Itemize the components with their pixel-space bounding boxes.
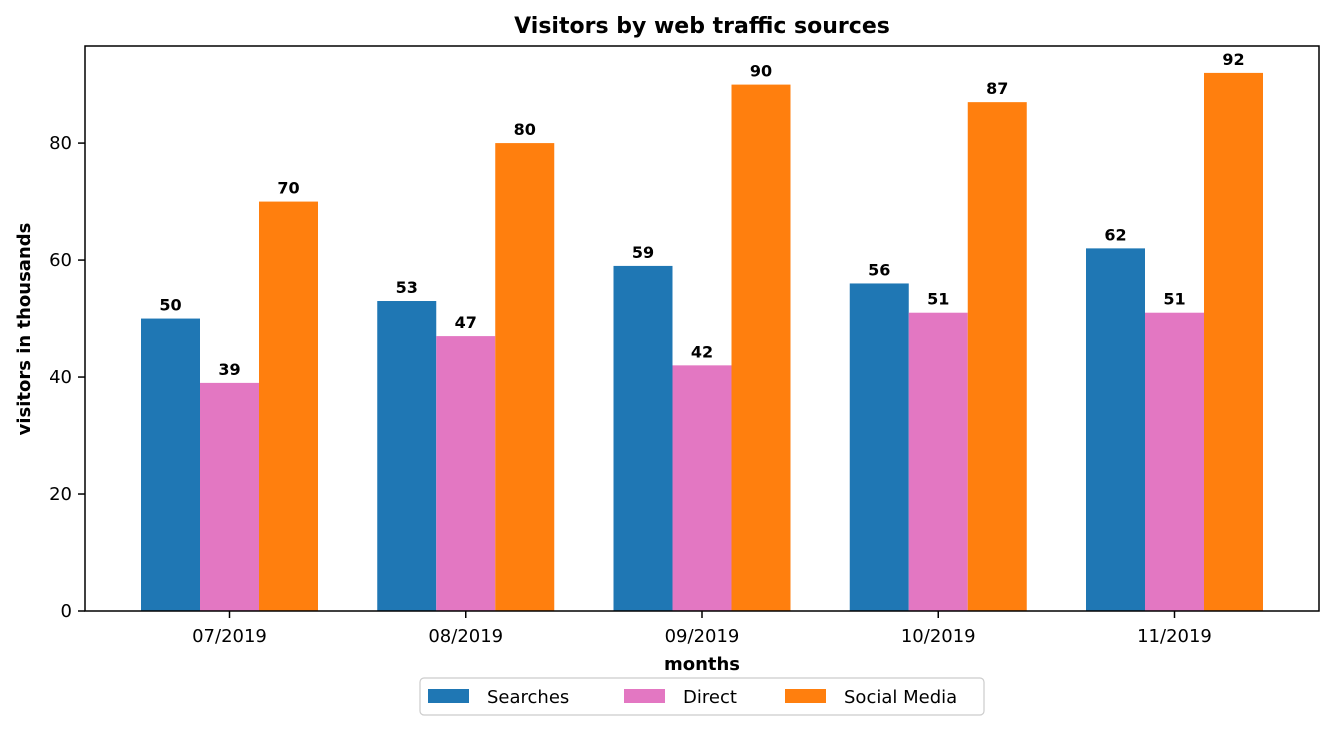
bar-searches-0	[141, 318, 200, 611]
legend-swatch-direct	[624, 689, 665, 703]
bar-social-media-0	[259, 201, 318, 611]
legend-swatch-searches	[428, 689, 469, 703]
plot-area: 50 53 59 56 62 39 47 42 51 51 70 80 90 87 92 0 20 40 60 80 0…	[49, 45, 1320, 647]
y-axis-label: visitors in thousands	[14, 223, 35, 436]
data-label: 80	[514, 120, 536, 139]
bar-searches-2	[613, 265, 673, 611]
x-tick-label: 08/2019	[428, 626, 503, 647]
chart-title: Visitors by web traffic sources	[514, 14, 890, 39]
legend-swatch-social-media	[785, 689, 826, 703]
data-label: 90	[750, 62, 772, 81]
data-label: 59	[632, 243, 654, 262]
legend-box	[419, 677, 985, 716]
data-label: 51	[1163, 290, 1185, 309]
bar-social-media-4	[1204, 72, 1263, 611]
bar-direct-3	[908, 312, 968, 611]
data-label: 92	[1222, 50, 1244, 69]
bar-direct-2	[672, 365, 732, 611]
bar-direct-0	[200, 382, 259, 611]
data-label: 70	[277, 179, 299, 198]
legend-label: Searches	[487, 687, 569, 708]
data-label: 53	[396, 278, 418, 297]
bar-social-media-3	[967, 102, 1027, 611]
data-label: 39	[218, 360, 240, 379]
x-tick-label: 07/2019	[192, 626, 267, 647]
x-tick-label: 09/2019	[665, 626, 740, 647]
data-label: 56	[868, 260, 890, 279]
legend-label: Social Media	[844, 687, 957, 708]
data-label: 42	[691, 342, 713, 361]
bar-searches-3	[849, 283, 909, 611]
data-label: 50	[159, 296, 181, 315]
y-tick-label: 20	[49, 484, 72, 505]
y-tick-label: 60	[49, 250, 72, 271]
x-tick-label: 10/2019	[901, 626, 976, 647]
bar-searches-4	[1086, 248, 1145, 611]
y-tick-label: 0	[61, 601, 72, 622]
data-label: 51	[927, 290, 949, 309]
x-axis-label: months	[664, 654, 740, 675]
x-tick-label: 11/2019	[1137, 626, 1212, 647]
bar-social-media-2	[731, 84, 791, 612]
data-label: 62	[1104, 225, 1126, 244]
legend-label: Direct	[683, 687, 737, 708]
bar-direct-4	[1145, 312, 1204, 611]
y-tick-label: 80	[49, 133, 72, 154]
bar-social-media-1	[495, 143, 555, 611]
data-label: 87	[986, 79, 1008, 98]
legend: Searches Direct Social Media	[419, 677, 985, 716]
bar-direct-1	[436, 336, 496, 611]
bar-searches-1	[377, 301, 437, 611]
y-tick-label: 40	[49, 367, 72, 388]
data-label: 47	[455, 313, 477, 332]
